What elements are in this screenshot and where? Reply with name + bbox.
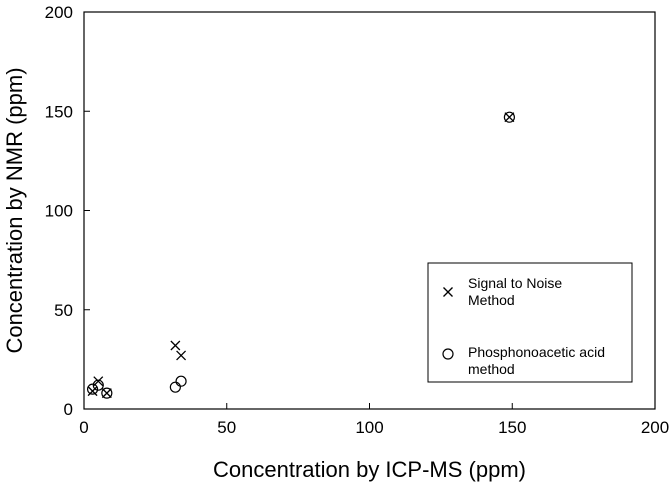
- data-point-signal-to-noise: [504, 112, 515, 123]
- data-point-phosphonoacetic: [175, 375, 187, 387]
- x-axis-ticks: 0 50 100 150 200: [79, 403, 669, 437]
- data-point-phosphonoacetic: [503, 111, 515, 123]
- legend-label-signal-line1: Signal to Noise: [468, 275, 562, 291]
- x-axis-title: Concentration by ICP-MS (ppm): [213, 457, 526, 482]
- data-point-signal-to-noise: [101, 388, 112, 399]
- y-tick-label: 0: [64, 400, 73, 419]
- x-tick-label: 200: [641, 418, 669, 437]
- legend-marker-circle-icon: [442, 348, 454, 360]
- data-points: [86, 111, 515, 399]
- legend-label-phosphono-line2: method: [468, 361, 515, 377]
- legend-x-marker: [443, 287, 453, 297]
- y-tick-label: 150: [45, 102, 73, 121]
- data-point-phosphonoacetic: [86, 383, 99, 395]
- legend-box: [427, 262, 633, 383]
- legend: Signal to Noise Method Phosphonoacetic a…: [427, 262, 633, 383]
- legend-marker-x-icon: [443, 287, 453, 297]
- y-axis-ticks: 0 50 100 150 200: [45, 3, 90, 419]
- legend-label-phosphono-line1: Phosphonoacetic acid: [468, 344, 605, 360]
- x-tick-label: 100: [355, 418, 383, 437]
- data-point-phosphonoacetic: [101, 387, 113, 399]
- legend-label-signal-line2: Method: [468, 292, 515, 308]
- x-tick-label: 150: [498, 418, 526, 437]
- data-point-signal-to-noise: [93, 376, 104, 387]
- data-point-phosphonoacetic: [169, 381, 181, 393]
- y-tick-label: 200: [45, 3, 73, 22]
- data-point-signal-to-noise: [176, 350, 187, 361]
- data-point-signal-to-noise: [170, 340, 181, 351]
- legend-circle-marker: [442, 348, 454, 360]
- y-axis-title: Concentration by NMR (ppm): [2, 67, 27, 353]
- data-point-phosphonoacetic: [92, 379, 104, 391]
- y-tick-label: 100: [45, 202, 73, 221]
- x-tick-label: 50: [217, 418, 236, 437]
- data-point-signal-to-noise: [87, 386, 98, 397]
- x-tick-label: 0: [79, 418, 88, 437]
- y-tick-label: 50: [54, 301, 73, 320]
